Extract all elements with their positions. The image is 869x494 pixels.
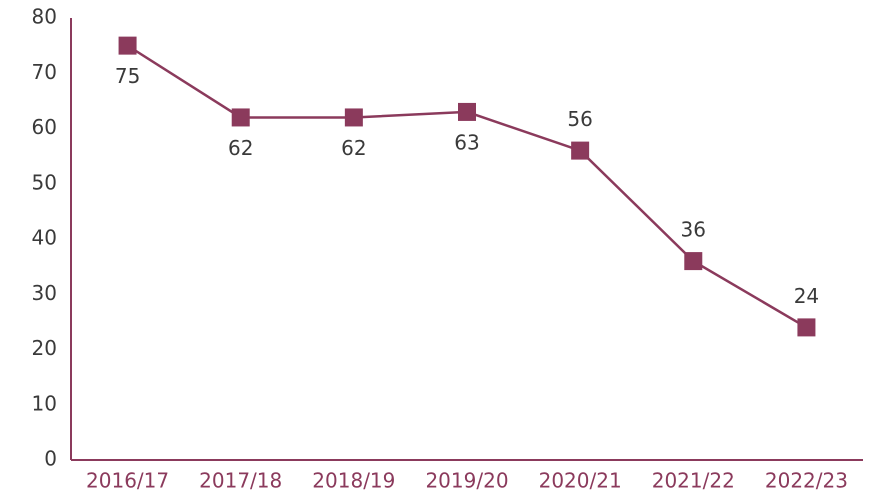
data-label: 24 [794,284,819,308]
x-tick-label: 2019/20 [425,469,508,493]
x-tick-label: 2017/18 [199,469,282,493]
line [126,44,808,329]
data-label: 62 [228,136,253,160]
marker [797,318,816,337]
marker [458,102,476,121]
data-label: 56 [567,107,592,131]
data-label: 36 [681,218,706,242]
marker [684,252,703,271]
y-tick-label: 0 [44,447,57,471]
y-tick-label: 10 [32,391,57,415]
x-tick-label: 2018/19 [312,469,395,493]
y-tick-label: 70 [32,60,57,84]
marker [571,141,590,160]
x-tick-label: 2022/23 [765,469,848,493]
y-tick-label: 20 [32,336,57,360]
marker [344,108,363,127]
data-label: 75 [115,64,140,88]
data-label: 62 [341,136,366,160]
y-tick-label: 50 [32,170,57,194]
marker [118,36,137,55]
x-tick-label: 2020/21 [539,469,622,493]
x-tick-label: 2016/17 [86,469,169,493]
y-tick-label: 80 [32,5,57,29]
data-label: 63 [454,130,479,154]
y-tick-label: 60 [32,115,57,139]
y-tick-label: 30 [32,281,57,305]
x-tick-label: 2021/22 [652,469,735,493]
y-tick-label: 40 [32,226,57,250]
marker [231,108,250,127]
